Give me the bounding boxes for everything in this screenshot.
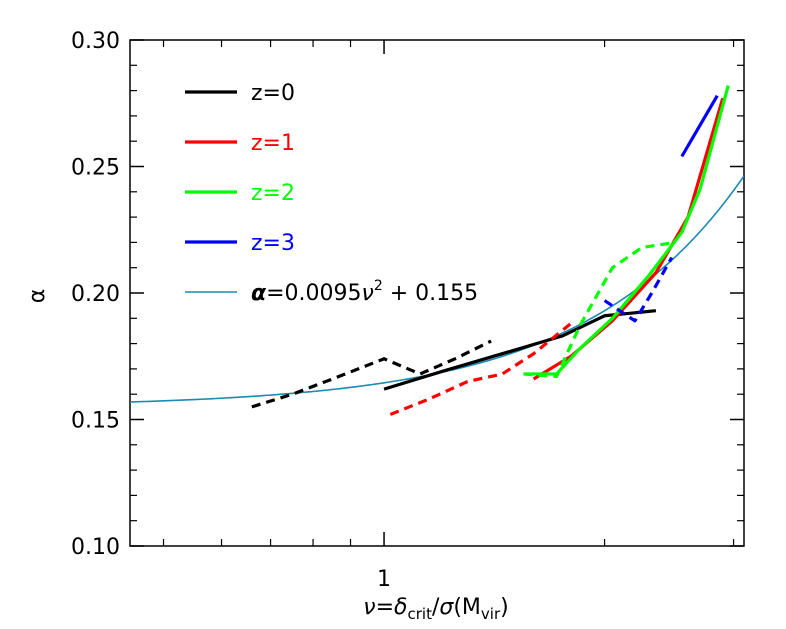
x-label-crit: crit xyxy=(407,605,432,623)
y-tick-label: 0.20 xyxy=(71,282,120,307)
series-line-dashed-0 xyxy=(251,339,492,409)
y-axis-label: α xyxy=(25,289,50,304)
x-label-nu: ν xyxy=(363,595,375,620)
x-axis-label: ν=δcrit/σ(Mvir) xyxy=(363,595,508,623)
series-line-dashed-6 xyxy=(603,256,674,323)
legend-label: z=2 xyxy=(251,181,295,206)
series-line-solid-5 xyxy=(523,85,730,376)
x-label-eq: = xyxy=(376,595,394,620)
legend-label: z=0 xyxy=(251,81,295,106)
x-tick-label: 1 xyxy=(377,567,391,592)
tick-labels: 0.10 0.15 0.20 0.25 0.30 1 xyxy=(71,29,391,592)
y-tick-label: 0.15 xyxy=(71,409,120,434)
legend-label-fit: α=0.0095ν2 + 0.155 xyxy=(251,278,478,306)
series-line-dashed-4 xyxy=(523,240,676,379)
series-layer xyxy=(130,85,744,416)
x-label-open: (M xyxy=(453,595,481,620)
x-label-slash: / xyxy=(432,595,440,620)
series-line-solid-7 xyxy=(680,94,719,158)
series-line-dashed-2 xyxy=(389,322,573,416)
axis-ticks xyxy=(130,39,744,547)
legend-label: z=3 xyxy=(251,231,295,256)
series-line-solid-1 xyxy=(383,309,657,391)
legend-label: z=1 xyxy=(251,131,295,156)
y-tick-label: 0.10 xyxy=(71,535,120,560)
x-label-delta: δ xyxy=(394,595,407,620)
x-label-vir: vir xyxy=(481,605,501,623)
y-tick-label: 0.25 xyxy=(71,156,120,181)
x-label-close: ) xyxy=(500,595,509,620)
y-tick-label: 0.30 xyxy=(71,29,120,54)
legend: z=0 z=1 z=2 z=3 α=0.0095ν2 + 0.155 xyxy=(185,81,478,306)
x-label-sigma: σ xyxy=(439,595,454,620)
